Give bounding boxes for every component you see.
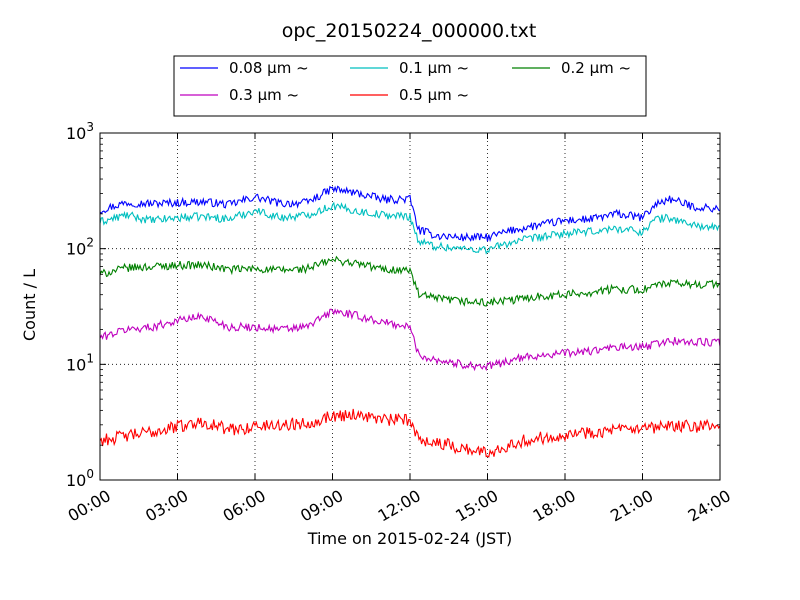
- legend-frame: [173, 55, 647, 117]
- x-tick-label: 09:00: [297, 486, 346, 526]
- series-line: [99, 255, 721, 307]
- axis-ticks: [99, 132, 721, 481]
- series-lines: [99, 185, 721, 458]
- x-tick-label: 18:00: [530, 486, 579, 526]
- y-tick-labels: 100 101 102 103: [66, 120, 94, 490]
- series-line: [99, 408, 721, 458]
- x-tick-label: 21:00: [607, 486, 656, 526]
- legend-label: 0.1 μm ~: [399, 59, 469, 77]
- y-tick-label: 102: [66, 236, 94, 259]
- chart-title: opc_20150224_000000.txt: [282, 20, 537, 42]
- legend: 0.08 μm ~ 0.1 μm ~ 0.2 μm ~ 0.3 μm ~ 0.5 μm …: [173, 55, 647, 117]
- x-tick-labels: 00:00 03:00 06:00 09:00 12:00 15:00 18:00 21:00…: [65, 486, 734, 526]
- x-tick-label: 24:00: [685, 486, 734, 526]
- series-line: [99, 308, 721, 372]
- legend-label: 0.5 μm ~: [399, 86, 469, 104]
- y-tick-label: 100: [66, 467, 94, 490]
- x-tick-label: 06:00: [220, 486, 269, 526]
- legend-label: 0.3 μm ~: [229, 86, 299, 104]
- y-tick-label: 101: [66, 351, 94, 374]
- series-line: [99, 201, 721, 255]
- y-axis-label: Count / L: [20, 269, 39, 341]
- legend-label: 0.2 μm ~: [561, 59, 631, 77]
- series-line: [99, 185, 721, 243]
- x-tick-label: 12:00: [375, 486, 424, 526]
- legend-label: 0.08 μm ~: [229, 59, 309, 77]
- x-tick-label: 03:00: [142, 486, 191, 526]
- x-axis-label: Time on 2015-02-24 (JST): [307, 529, 512, 548]
- plot-area: [99, 132, 721, 481]
- x-tick-label: 15:00: [452, 486, 501, 526]
- y-tick-label: 103: [66, 120, 94, 143]
- grid-lines: [100, 133, 720, 480]
- x-tick-label: 00:00: [65, 486, 114, 526]
